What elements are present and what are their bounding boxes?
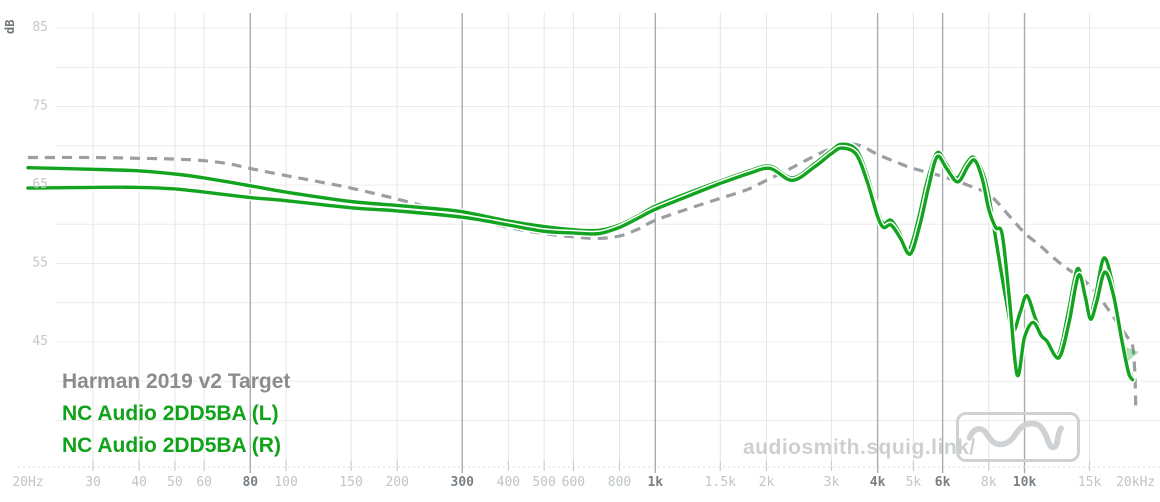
- curve-end-arrow-icon: [1126, 347, 1139, 361]
- freq-tick-label: 20kHz: [1116, 475, 1155, 490]
- freq-tick-label: 4k: [870, 475, 886, 490]
- freq-tick-label: 500: [532, 475, 555, 490]
- freq-tick-label: 8k: [981, 475, 997, 490]
- freq-tick-label: 400: [497, 475, 520, 490]
- squiggle-icon: [966, 420, 1064, 451]
- y-axis-unit-label: dB: [3, 20, 17, 34]
- legend-item-right-channel: NC Audio 2DD5BA (R): [62, 434, 281, 457]
- squiglink-logo[interactable]: [956, 412, 1080, 462]
- freq-tick-label: 1k: [647, 475, 663, 490]
- freq-tick-label: 1.5k: [705, 475, 736, 490]
- db-tick-label: 55: [32, 256, 48, 271]
- freq-tick-label: 2k: [759, 475, 775, 490]
- freq-tick-label: 20Hz: [12, 475, 43, 490]
- freq-tick-label: 600: [562, 475, 585, 490]
- legend: Harman 2019 v2 Target NC Audio 2DD5BA (L…: [62, 366, 290, 462]
- freq-tick-label: 6k: [935, 475, 951, 490]
- freq-tick-label: 15k: [1078, 475, 1102, 490]
- db-tick-label: 75: [32, 99, 48, 114]
- curves-layer: [24, 140, 1139, 409]
- freq-tick-label: 200: [385, 475, 408, 490]
- freq-tick-label: 100: [274, 475, 297, 490]
- curve-right: [26, 146, 1135, 382]
- freq-tick-label: 60: [196, 475, 212, 490]
- freq-tick-label: 50: [167, 475, 183, 490]
- db-tick-label: 85: [32, 20, 48, 35]
- db-tick-label: 45: [32, 334, 48, 349]
- freq-tick-label: 3k: [824, 475, 840, 490]
- freq-tick-label: 300: [451, 475, 475, 490]
- freq-tick-label: 80: [242, 475, 258, 490]
- legend-item-left-channel: NC Audio 2DD5BA (L): [62, 402, 279, 425]
- freq-tick-label: 5k: [906, 475, 922, 490]
- axis-layer: 20Hz 30 40 50 60 80 100 150 200 300 400 500 600 800 1k…: [12, 20, 1160, 490]
- freq-tick-label: 150: [339, 475, 362, 490]
- db-tick-label: 65: [32, 177, 48, 192]
- freq-tick-label: 10k: [1013, 475, 1037, 490]
- site-watermark: audiosmith.squig.link/: [743, 436, 976, 459]
- grid-layer: [56, 13, 1160, 473]
- freq-tick-label: 800: [608, 475, 631, 490]
- freq-tick-label: 30: [85, 475, 101, 490]
- freq-tick-label: 40: [131, 475, 147, 490]
- legend-item-target: Harman 2019 v2 Target: [62, 370, 291, 393]
- curve-target: [27, 142, 1138, 409]
